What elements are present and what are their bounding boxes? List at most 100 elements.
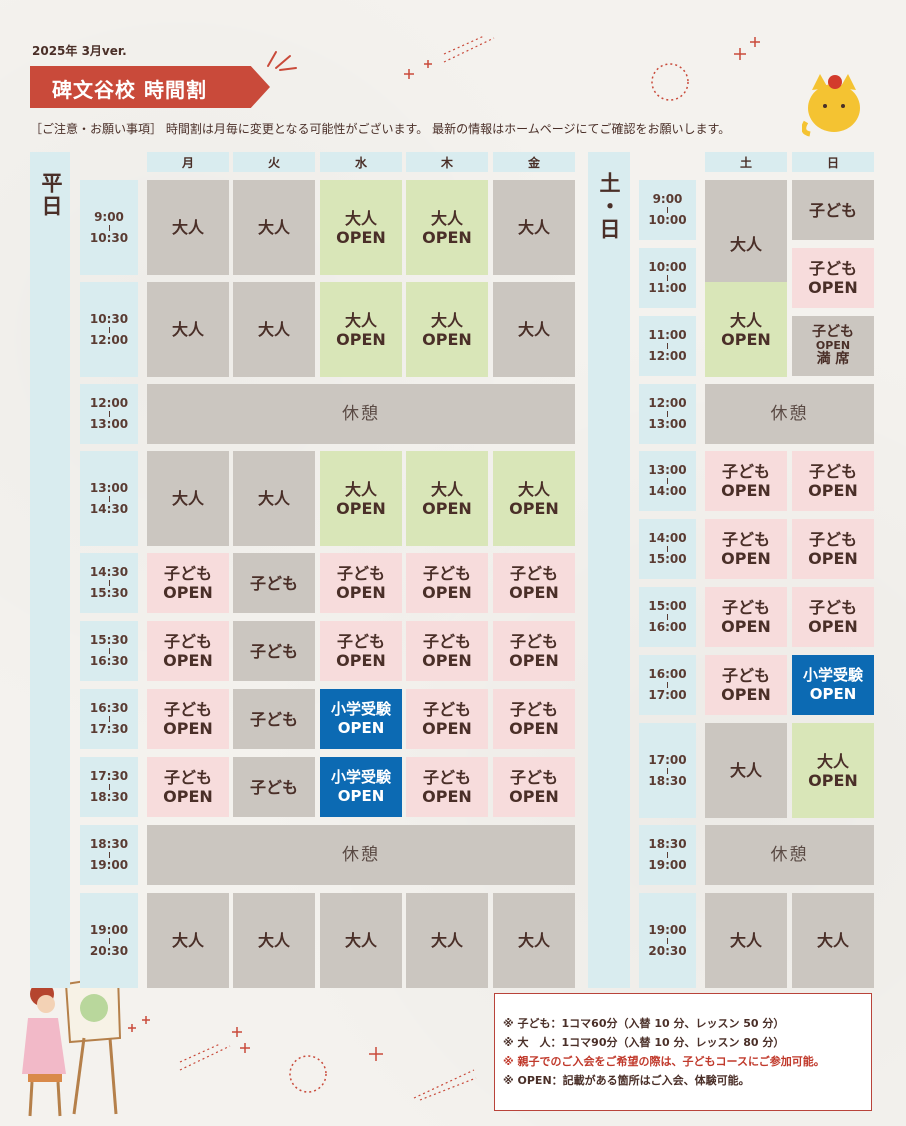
class-cell: 大人 bbox=[406, 893, 488, 988]
time-separator bbox=[108, 495, 110, 502]
time-separator bbox=[667, 682, 668, 688]
cell-text: 大人 bbox=[729, 931, 762, 950]
notice-text: ［ご注意・お願い事項］ 時間割は月毎に変更となる可能性がございます。 最新の情報… bbox=[30, 122, 731, 136]
class-cell: 子ども OPEN bbox=[406, 689, 488, 749]
cell-text: 16:30 bbox=[89, 654, 129, 668]
cell-text: 13:00 bbox=[89, 480, 129, 495]
time-separator bbox=[667, 852, 668, 858]
cell-text: OPEN bbox=[336, 651, 386, 670]
cell-text: OPEN bbox=[422, 329, 472, 349]
cell-text: 大人 bbox=[257, 931, 290, 950]
time-slot: 17:30 18:30 bbox=[80, 757, 138, 817]
cell-text: 18:30 bbox=[89, 790, 129, 804]
class-cell: 子ども OPEN bbox=[792, 587, 874, 647]
time-separator bbox=[108, 580, 110, 586]
cell-text: OPEN bbox=[422, 719, 472, 738]
cell-text: 子ども bbox=[336, 564, 385, 583]
time-separator bbox=[667, 546, 668, 552]
cell-text: 15:00 bbox=[648, 552, 687, 566]
class-cell: 大人 bbox=[705, 893, 787, 988]
time-slot: 19:00 20:30 bbox=[639, 893, 696, 988]
cell-text: 大人 bbox=[517, 931, 550, 950]
cell-text: 13:00 bbox=[648, 417, 687, 431]
cell-text: 小学受験 bbox=[802, 666, 863, 684]
class-cell: 小学受験 OPEN bbox=[320, 689, 402, 749]
class-cell: 子ども bbox=[792, 180, 874, 240]
sparkle-decoration-icon bbox=[369, 1047, 383, 1061]
dotted-circle-decoration-icon bbox=[651, 63, 689, 101]
time-slot: 19:00 20:30 bbox=[80, 893, 138, 988]
class-cell: 大人 bbox=[493, 180, 575, 275]
cell-text: 子ども bbox=[422, 632, 471, 651]
cell-text: 大人 bbox=[257, 489, 290, 508]
time-separator bbox=[108, 937, 110, 944]
cell-text: 12:00 bbox=[648, 396, 687, 410]
cell-text: 子ども bbox=[509, 564, 558, 583]
cell-text: 10:00 bbox=[648, 213, 687, 227]
cell-text: 子ども bbox=[808, 598, 857, 617]
cell-text: 子ども bbox=[808, 462, 857, 481]
dotted-line-decoration-icon bbox=[443, 35, 495, 63]
cell-text: 大人 bbox=[517, 218, 550, 237]
cell-text: 16:30 bbox=[89, 701, 129, 715]
cell-text: 大人 bbox=[816, 931, 849, 950]
class-cell: 大人 bbox=[705, 723, 787, 818]
class-cell: 子ども OPEN bbox=[493, 757, 575, 817]
rest-block: 休憩 bbox=[705, 384, 874, 444]
cell-text: OPEN bbox=[509, 651, 559, 670]
note-line: ※ 子ども：1コマ60分（入替 10 分、レッスン 50 分） bbox=[503, 1017, 785, 1030]
cell-text: OPEN bbox=[337, 787, 385, 805]
day-header-0: 月 bbox=[147, 152, 229, 172]
cell-text: OPEN bbox=[336, 498, 386, 518]
cell-text: 大人 bbox=[171, 489, 204, 508]
cell-text: 10:00 bbox=[648, 260, 687, 274]
cell-text: 20:30 bbox=[89, 943, 129, 958]
dotted-line-decoration-icon bbox=[179, 1043, 231, 1071]
cell-text: OPEN bbox=[808, 481, 858, 500]
cell-text: 大人 bbox=[430, 931, 463, 950]
notes-box: ※ 子ども：1コマ60分（入替 10 分、レッスン 50 分） ※ 大 人：1コ… bbox=[494, 993, 872, 1111]
day-header-1: 火 bbox=[233, 152, 315, 172]
cell-text: OPEN bbox=[808, 770, 858, 790]
cell-text: 18:30 bbox=[648, 773, 687, 788]
note-line: ※ 大 人：1コマ90分（入替 10 分、レッスン 80 分） bbox=[503, 1036, 785, 1049]
class-cell: 大人 OPEN bbox=[406, 282, 488, 377]
cell-text: 大人 bbox=[344, 931, 377, 950]
time-separator bbox=[108, 326, 110, 333]
cell-text: 17:30 bbox=[89, 722, 129, 736]
cell-text: OPEN bbox=[422, 498, 472, 518]
cell-text: 子ども bbox=[249, 573, 298, 593]
cell-text: 14:00 bbox=[648, 484, 687, 498]
cell-text: 13:00 bbox=[89, 417, 129, 431]
class-cell: 子ども OPEN bbox=[493, 621, 575, 681]
class-cell: 大人 bbox=[493, 282, 575, 377]
cell-text: 大人 bbox=[430, 310, 463, 330]
cell-text: 19:00 bbox=[89, 922, 129, 937]
cell-text: 大人 bbox=[517, 320, 550, 339]
cell-text: 15:00 bbox=[648, 599, 687, 613]
cell-text: 9:00 bbox=[94, 209, 124, 224]
time-slot: 18:30 19:00 bbox=[80, 825, 138, 885]
cell-text: OPEN bbox=[721, 481, 771, 500]
cell-text: 19:00 bbox=[648, 858, 687, 872]
day-header-3: 木 bbox=[406, 152, 488, 172]
class-cell: 子ども OPEN bbox=[705, 451, 787, 511]
cell-text: OPEN bbox=[815, 339, 851, 352]
class-cell: 子ども OPEN bbox=[147, 621, 229, 681]
sparkle-decoration-icon bbox=[404, 60, 432, 79]
time-separator bbox=[108, 716, 110, 722]
cell-text: 子ども bbox=[163, 700, 212, 719]
cell-text: 大人 bbox=[729, 310, 762, 330]
cell-text: 大人 bbox=[344, 310, 377, 330]
page-title: 碑文谷校 時間割 bbox=[52, 78, 207, 102]
cell-text: 子ども bbox=[163, 768, 212, 787]
cell-text: 大人 bbox=[257, 218, 290, 237]
cell-text: OPEN bbox=[336, 227, 386, 247]
cell-text: 大人 bbox=[517, 479, 550, 499]
cell-text: 大人 bbox=[257, 320, 290, 339]
time-slot: 10:00 11:00 bbox=[639, 248, 696, 308]
class-cell: 大人 bbox=[147, 180, 229, 275]
cell-text: 小学受験 bbox=[330, 700, 391, 718]
class-cell: 子ども OPEN bbox=[705, 587, 787, 647]
weekend-label: 土・日 bbox=[597, 172, 621, 241]
